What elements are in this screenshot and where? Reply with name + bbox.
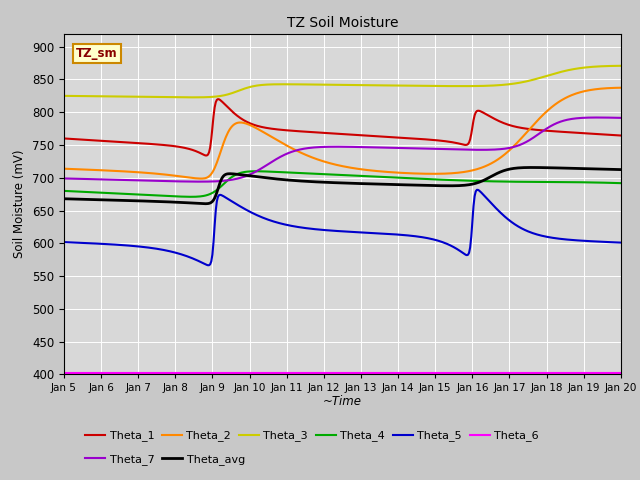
Theta_5: [393, 231, 401, 237]
Theta_4: [330, 172, 338, 178]
Theta_1: [202, 153, 209, 158]
Theta_7: [617, 115, 625, 121]
Theta_avg: [202, 201, 209, 206]
Theta_2: [617, 85, 625, 91]
Theta_4: [617, 180, 625, 186]
Legend: Theta_7, Theta_avg: Theta_7, Theta_avg: [81, 450, 249, 469]
Theta_5: [617, 240, 625, 245]
Theta_4: [327, 172, 335, 178]
Theta_7: [593, 115, 601, 120]
Theta_7: [196, 179, 204, 184]
Theta_5: [519, 226, 527, 232]
Theta_1: [606, 132, 614, 138]
Theta_2: [329, 161, 337, 167]
Line: Theta_2: Theta_2: [64, 88, 621, 179]
Theta_avg: [518, 165, 525, 170]
Theta_7: [326, 144, 333, 150]
Theta_2: [605, 85, 612, 91]
Theta_avg: [528, 165, 536, 170]
Theta_2: [393, 170, 401, 176]
Theta_5: [60, 239, 68, 245]
Theta_avg: [362, 181, 370, 187]
Theta_3: [60, 93, 68, 99]
Y-axis label: Soil Moisture (mV): Soil Moisture (mV): [13, 150, 26, 258]
Line: Theta_3: Theta_3: [64, 66, 621, 97]
Theta_7: [518, 142, 525, 147]
Theta_1: [214, 96, 222, 102]
Theta_2: [197, 176, 205, 181]
Theta_6: [392, 371, 399, 376]
Theta_6: [617, 371, 625, 376]
Theta_1: [330, 131, 338, 136]
Theta_3: [329, 82, 337, 88]
Theta_1: [617, 132, 625, 138]
Theta_1: [519, 125, 527, 131]
Theta_1: [364, 132, 371, 138]
Theta_4: [188, 194, 195, 200]
Theta_5: [362, 230, 370, 236]
Theta_5: [329, 228, 337, 234]
Theta_3: [326, 82, 333, 88]
Theta_1: [394, 134, 401, 140]
Theta_3: [393, 83, 401, 88]
Theta_avg: [617, 167, 625, 172]
X-axis label: ~Time: ~Time: [323, 395, 362, 408]
Theta_7: [362, 144, 370, 150]
Theta_7: [329, 144, 337, 150]
Theta_6: [328, 371, 335, 376]
Theta_5: [474, 187, 482, 193]
Theta_7: [606, 115, 614, 120]
Line: Theta_avg: Theta_avg: [64, 168, 621, 204]
Theta_3: [362, 82, 370, 88]
Line: Theta_1: Theta_1: [64, 99, 621, 156]
Theta_avg: [393, 182, 401, 188]
Theta_4: [519, 179, 527, 185]
Theta_4: [394, 175, 401, 180]
Theta_3: [605, 63, 612, 69]
Line: Theta_7: Theta_7: [64, 118, 621, 181]
Theta_avg: [326, 180, 333, 185]
Theta_avg: [329, 180, 337, 185]
Theta_5: [606, 239, 614, 245]
Theta_1: [60, 135, 68, 141]
Theta_3: [189, 95, 197, 100]
Theta_4: [364, 173, 371, 179]
Theta_6: [324, 371, 332, 376]
Theta_4: [252, 168, 260, 174]
Theta_avg: [60, 196, 68, 202]
Theta_2: [518, 135, 525, 141]
Theta_7: [60, 176, 68, 181]
Line: Theta_4: Theta_4: [64, 171, 621, 197]
Theta_3: [617, 63, 625, 69]
Theta_6: [516, 371, 524, 376]
Theta_1: [327, 131, 335, 136]
Theta_5: [326, 228, 333, 233]
Theta_6: [60, 371, 68, 376]
Theta_7: [393, 145, 401, 151]
Theta_4: [60, 188, 68, 194]
Theta_4: [606, 180, 614, 186]
Theta_6: [604, 371, 611, 376]
Theta_2: [362, 167, 370, 173]
Theta_2: [326, 160, 333, 166]
Theta_6: [362, 371, 369, 376]
Title: TZ Soil Moisture: TZ Soil Moisture: [287, 16, 398, 30]
Line: Theta_5: Theta_5: [64, 190, 621, 265]
Theta_5: [204, 263, 212, 268]
Theta_avg: [606, 167, 614, 172]
Theta_3: [518, 80, 525, 85]
Theta_2: [60, 166, 68, 171]
Text: TZ_sm: TZ_sm: [76, 47, 118, 60]
